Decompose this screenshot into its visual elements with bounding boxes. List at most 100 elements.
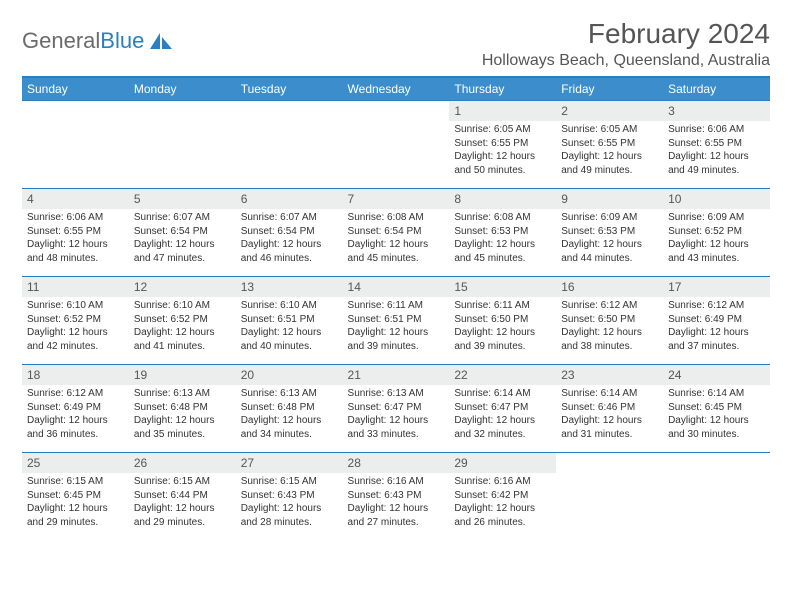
day-data: Sunrise: 6:14 AMSunset: 6:46 PMDaylight:…	[556, 385, 663, 443]
logo-text-blue: Blue	[100, 28, 144, 54]
daylight-line: Daylight: 12 hours and 47 minutes.	[134, 238, 231, 265]
sunset-line: Sunset: 6:43 PM	[348, 489, 445, 503]
daylight-line: Daylight: 12 hours and 43 minutes.	[668, 238, 765, 265]
sunrise-line: Sunrise: 6:10 AM	[27, 299, 124, 313]
day-number: 23	[556, 365, 663, 385]
daylight-line: Daylight: 12 hours and 49 minutes.	[561, 150, 658, 177]
day-number: 27	[236, 453, 343, 473]
day-data: Sunrise: 6:11 AMSunset: 6:50 PMDaylight:…	[449, 297, 556, 355]
day-data: Sunrise: 6:15 AMSunset: 6:43 PMDaylight:…	[236, 473, 343, 531]
day-number: 17	[663, 277, 770, 297]
sunrise-line: Sunrise: 6:08 AM	[454, 211, 551, 225]
daylight-line: Daylight: 12 hours and 45 minutes.	[454, 238, 551, 265]
calendar-week-row: 25Sunrise: 6:15 AMSunset: 6:45 PMDayligh…	[22, 453, 770, 541]
calendar-empty-cell	[22, 101, 129, 189]
calendar-head: SundayMondayTuesdayWednesdayThursdayFrid…	[22, 77, 770, 101]
calendar-day-cell: 19Sunrise: 6:13 AMSunset: 6:48 PMDayligh…	[129, 365, 236, 453]
sunrise-line: Sunrise: 6:09 AM	[668, 211, 765, 225]
sunrise-line: Sunrise: 6:10 AM	[134, 299, 231, 313]
day-number: 26	[129, 453, 236, 473]
calendar-day-cell: 18Sunrise: 6:12 AMSunset: 6:49 PMDayligh…	[22, 365, 129, 453]
sunrise-line: Sunrise: 6:13 AM	[241, 387, 338, 401]
sunset-line: Sunset: 6:52 PM	[134, 313, 231, 327]
day-number: 22	[449, 365, 556, 385]
sunset-line: Sunset: 6:54 PM	[241, 225, 338, 239]
weekday-header: Thursday	[449, 77, 556, 101]
sunset-line: Sunset: 6:53 PM	[561, 225, 658, 239]
logo-text-general: General	[22, 28, 100, 54]
sunset-line: Sunset: 6:46 PM	[561, 401, 658, 415]
weekday-row: SundayMondayTuesdayWednesdayThursdayFrid…	[22, 77, 770, 101]
sunrise-line: Sunrise: 6:08 AM	[348, 211, 445, 225]
day-data: Sunrise: 6:10 AMSunset: 6:52 PMDaylight:…	[129, 297, 236, 355]
header: GeneralBlue February 2024 Holloways Beac…	[22, 18, 770, 70]
sunset-line: Sunset: 6:49 PM	[27, 401, 124, 415]
sunset-line: Sunset: 6:52 PM	[27, 313, 124, 327]
sunrise-line: Sunrise: 6:16 AM	[348, 475, 445, 489]
sunset-line: Sunset: 6:50 PM	[561, 313, 658, 327]
calendar-day-cell: 14Sunrise: 6:11 AMSunset: 6:51 PMDayligh…	[343, 277, 450, 365]
sunrise-line: Sunrise: 6:12 AM	[27, 387, 124, 401]
day-data: Sunrise: 6:16 AMSunset: 6:42 PMDaylight:…	[449, 473, 556, 531]
calendar-day-cell: 10Sunrise: 6:09 AMSunset: 6:52 PMDayligh…	[663, 189, 770, 277]
daylight-line: Daylight: 12 hours and 50 minutes.	[454, 150, 551, 177]
location: Holloways Beach, Queensland, Australia	[482, 52, 770, 70]
day-number: 2	[556, 101, 663, 121]
calendar-week-row: 4Sunrise: 6:06 AMSunset: 6:55 PMDaylight…	[22, 189, 770, 277]
day-data: Sunrise: 6:12 AMSunset: 6:49 PMDaylight:…	[22, 385, 129, 443]
calendar-day-cell: 1Sunrise: 6:05 AMSunset: 6:55 PMDaylight…	[449, 101, 556, 189]
calendar-table: SundayMondayTuesdayWednesdayThursdayFrid…	[22, 76, 770, 541]
calendar-day-cell: 4Sunrise: 6:06 AMSunset: 6:55 PMDaylight…	[22, 189, 129, 277]
sunset-line: Sunset: 6:42 PM	[454, 489, 551, 503]
day-data: Sunrise: 6:14 AMSunset: 6:47 PMDaylight:…	[449, 385, 556, 443]
weekday-header: Friday	[556, 77, 663, 101]
calendar-day-cell: 5Sunrise: 6:07 AMSunset: 6:54 PMDaylight…	[129, 189, 236, 277]
daylight-line: Daylight: 12 hours and 28 minutes.	[241, 502, 338, 529]
day-number: 12	[129, 277, 236, 297]
calendar-day-cell: 13Sunrise: 6:10 AMSunset: 6:51 PMDayligh…	[236, 277, 343, 365]
calendar-empty-cell	[236, 101, 343, 189]
calendar-day-cell: 25Sunrise: 6:15 AMSunset: 6:45 PMDayligh…	[22, 453, 129, 541]
day-data: Sunrise: 6:08 AMSunset: 6:54 PMDaylight:…	[343, 209, 450, 267]
calendar-empty-cell	[343, 101, 450, 189]
day-number: 9	[556, 189, 663, 209]
daylight-line: Daylight: 12 hours and 49 minutes.	[668, 150, 765, 177]
logo-sail-icon	[148, 31, 176, 51]
day-number: 24	[663, 365, 770, 385]
sunset-line: Sunset: 6:55 PM	[561, 137, 658, 151]
calendar-day-cell: 29Sunrise: 6:16 AMSunset: 6:42 PMDayligh…	[449, 453, 556, 541]
calendar-day-cell: 11Sunrise: 6:10 AMSunset: 6:52 PMDayligh…	[22, 277, 129, 365]
sunset-line: Sunset: 6:44 PM	[134, 489, 231, 503]
day-number: 3	[663, 101, 770, 121]
sunrise-line: Sunrise: 6:11 AM	[348, 299, 445, 313]
sunset-line: Sunset: 6:55 PM	[454, 137, 551, 151]
day-number: 13	[236, 277, 343, 297]
daylight-line: Daylight: 12 hours and 41 minutes.	[134, 326, 231, 353]
calendar-day-cell: 6Sunrise: 6:07 AMSunset: 6:54 PMDaylight…	[236, 189, 343, 277]
calendar-body: 1Sunrise: 6:05 AMSunset: 6:55 PMDaylight…	[22, 101, 770, 541]
day-number: 21	[343, 365, 450, 385]
daylight-line: Daylight: 12 hours and 39 minutes.	[348, 326, 445, 353]
weekday-header: Tuesday	[236, 77, 343, 101]
day-data: Sunrise: 6:12 AMSunset: 6:50 PMDaylight:…	[556, 297, 663, 355]
day-data: Sunrise: 6:13 AMSunset: 6:48 PMDaylight:…	[236, 385, 343, 443]
sunrise-line: Sunrise: 6:14 AM	[561, 387, 658, 401]
sunset-line: Sunset: 6:50 PM	[454, 313, 551, 327]
day-number: 6	[236, 189, 343, 209]
sunrise-line: Sunrise: 6:09 AM	[561, 211, 658, 225]
day-data: Sunrise: 6:05 AMSunset: 6:55 PMDaylight:…	[556, 121, 663, 179]
day-data: Sunrise: 6:12 AMSunset: 6:49 PMDaylight:…	[663, 297, 770, 355]
sunrise-line: Sunrise: 6:07 AM	[134, 211, 231, 225]
calendar-day-cell: 28Sunrise: 6:16 AMSunset: 6:43 PMDayligh…	[343, 453, 450, 541]
calendar-day-cell: 17Sunrise: 6:12 AMSunset: 6:49 PMDayligh…	[663, 277, 770, 365]
calendar-day-cell: 2Sunrise: 6:05 AMSunset: 6:55 PMDaylight…	[556, 101, 663, 189]
daylight-line: Daylight: 12 hours and 27 minutes.	[348, 502, 445, 529]
day-data: Sunrise: 6:11 AMSunset: 6:51 PMDaylight:…	[343, 297, 450, 355]
calendar-empty-cell	[556, 453, 663, 541]
sunset-line: Sunset: 6:55 PM	[668, 137, 765, 151]
calendar-day-cell: 20Sunrise: 6:13 AMSunset: 6:48 PMDayligh…	[236, 365, 343, 453]
sunset-line: Sunset: 6:43 PM	[241, 489, 338, 503]
calendar-day-cell: 22Sunrise: 6:14 AMSunset: 6:47 PMDayligh…	[449, 365, 556, 453]
daylight-line: Daylight: 12 hours and 32 minutes.	[454, 414, 551, 441]
day-number: 18	[22, 365, 129, 385]
